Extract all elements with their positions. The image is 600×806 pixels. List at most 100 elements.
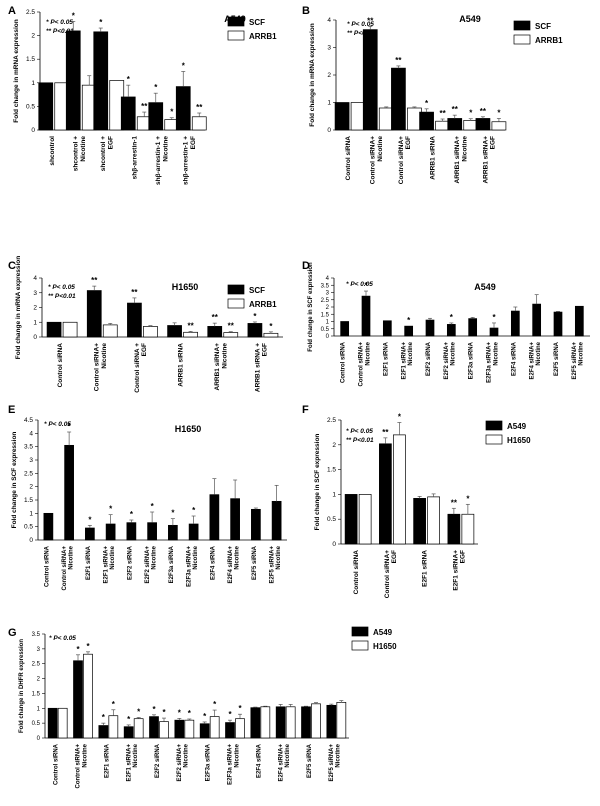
x-tick-label-line: E2F1 siRNA+: [401, 342, 407, 380]
x-tick-label: ARRB1 siRNA +EGF: [254, 343, 268, 392]
significance-mark: *: [137, 707, 141, 716]
bar: [263, 332, 279, 338]
bar: [175, 86, 191, 131]
x-tick-label: E2F3a siRNA: [169, 545, 175, 583]
x-tick-label-line: EGF: [141, 343, 148, 356]
x-tick-label-line: Nicotine: [377, 136, 384, 162]
significance-note: * P< 0.05: [46, 19, 73, 26]
x-tick-label-line: Nicotine: [221, 343, 228, 369]
legend-swatch: [351, 626, 369, 637]
significance-mark: **: [196, 103, 203, 112]
legend-swatch: [351, 640, 369, 651]
y-tick-label: 4: [33, 275, 37, 282]
legend-label: A549: [507, 422, 527, 431]
bar: [340, 321, 350, 337]
bar: [447, 513, 461, 545]
y-tick-label: 1.5: [327, 467, 336, 474]
x-tick-label-line: Nicotine: [162, 136, 169, 162]
x-tick-label-line: Nicotine: [101, 343, 108, 369]
y-tick-label: 0.5: [327, 516, 336, 523]
legend-swatch: [227, 16, 245, 27]
x-tick-label-line: E2F5 siRNA: [307, 743, 313, 778]
x-tick-label: Control siRNA: [353, 550, 360, 595]
bar: [223, 332, 239, 338]
bar: [105, 523, 116, 541]
panel-b: B A549 * P< 0.05 ** P<0.01 0 1 2 3 4 Fold change …: [302, 5, 563, 184]
x-tick-label-line: Nicotine: [451, 341, 457, 365]
significance-mark: *: [72, 11, 76, 20]
x-tick-label-line: E2F3a siRNA+: [487, 342, 493, 383]
significance-mark: *: [68, 422, 72, 431]
significance-mark: **: [228, 322, 235, 331]
x-tick-label-line: E2F4 siRNA+: [278, 744, 284, 782]
y-tick-label: 1: [327, 100, 331, 107]
bar: [85, 527, 95, 541]
significance-mark: *: [127, 75, 131, 84]
bar: [143, 326, 158, 338]
significance-mark: **: [480, 107, 487, 116]
x-tick-label-line: Control siRNA: [353, 550, 360, 595]
x-tick-label-line: Nicotine: [82, 743, 88, 767]
x-tick-label-line: Nicotine: [461, 136, 468, 162]
significance-note: * P< 0.05: [49, 635, 76, 642]
x-tick-label-line: Nicotine: [151, 545, 157, 569]
bar: [64, 444, 74, 541]
significance-mark: *: [192, 506, 196, 515]
bar: [446, 324, 456, 337]
x-tick-label-line: Nicotine: [193, 545, 199, 569]
significance-mark: *: [178, 708, 182, 717]
legend-swatch: [513, 20, 531, 31]
significance-mark: **: [367, 16, 374, 25]
legend-swatch: [485, 420, 503, 431]
x-tick-label-line: Nicotine: [336, 743, 342, 767]
x-tick-label-line: E2F2 siRNA+: [444, 342, 450, 380]
x-tick-label-line: E2F4 siRNA: [210, 545, 216, 580]
x-tick-label-line: Nicotine: [110, 545, 116, 569]
x-tick-label-line: E2F1 siRNA+: [452, 550, 459, 591]
panel-label: G: [8, 627, 17, 639]
y-tick-label: 0: [332, 541, 336, 548]
panel-f: F * P< 0.05 ** P<0.01 0 0.5 1 1.5 2 2.5 Fold chan…: [302, 404, 531, 598]
x-tick-label-line: ARRB1 siRNA+: [482, 136, 489, 184]
y-tick-label: 3: [327, 45, 331, 52]
x-tick-label: E2F5 siRNA+Nicotine: [269, 545, 282, 583]
bar: [491, 121, 507, 131]
significance-note: ** P<0.01: [46, 28, 74, 35]
y-tick-label: 2: [37, 677, 41, 683]
x-tick-label-line: shcontrol: [49, 136, 56, 166]
y-tick-label: 2.5: [32, 662, 41, 668]
bar: [379, 443, 392, 545]
bar: [65, 30, 81, 131]
x-tick-label: Control siRNA+Nicotine: [94, 343, 108, 392]
significance-mark: *: [152, 705, 156, 714]
significance-mark: *: [109, 505, 113, 514]
panel-e: E H1650 * P< 0.05 0 0.5 1 1.5 2 2.5 3 3.5 4 4.5 Fold …: [8, 404, 287, 591]
significance-mark: **: [395, 56, 402, 65]
y-tick-label: 2: [33, 305, 37, 312]
bar: [510, 310, 520, 337]
x-tick-label-line: E2F2 siRNA+: [145, 546, 151, 584]
x-tick-label-line: E2F2 siRNA: [155, 743, 161, 778]
x-tick-label: E2F1 siRNA+EGF: [452, 550, 466, 591]
significance-mark: *: [76, 645, 80, 654]
panel-d: D A549 * P< 0.05 00.51 1.522.53 3.54 Fold chan…: [302, 260, 590, 387]
y-tick-label: 2.5: [321, 298, 330, 304]
y-tick-label: 4: [29, 430, 33, 437]
y-tick-label: 1: [33, 319, 37, 326]
significance-mark: *: [99, 18, 103, 27]
x-tick-label-line: shcontrol +: [100, 136, 107, 171]
bar: [199, 723, 210, 739]
bar: [191, 116, 207, 131]
x-tick-label-line: Control siRNA: [44, 545, 50, 587]
x-tick-label: E2F5 siRNA: [252, 545, 258, 580]
x-tick-label: E2F2 siRNA: [155, 743, 161, 778]
bar: [235, 718, 245, 739]
bar: [413, 498, 426, 545]
x-tick-label-line: E2F2 siRNA+: [177, 744, 183, 782]
bar: [148, 102, 164, 131]
y-tick-label: 2: [332, 442, 336, 449]
bar: [57, 707, 68, 739]
y-tick-label: 1.5: [321, 312, 330, 318]
x-tick-label-line: E2F1 siRNA: [422, 550, 429, 587]
significance-mark: *: [86, 642, 90, 651]
